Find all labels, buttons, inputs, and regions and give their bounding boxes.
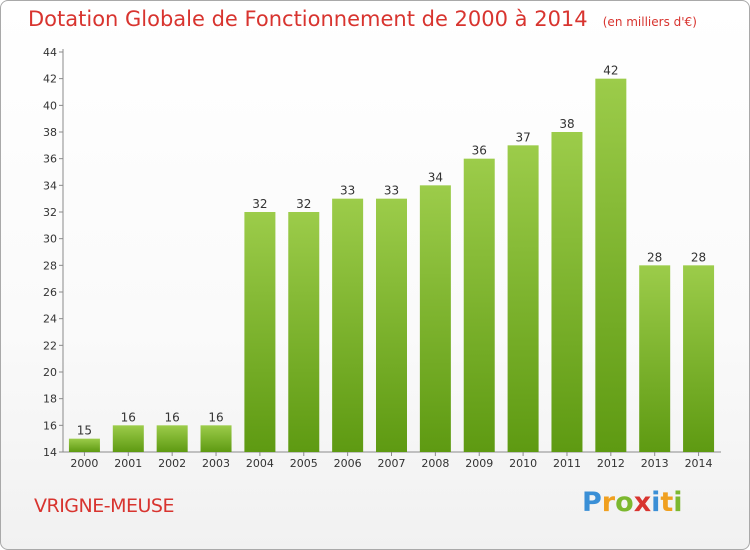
x-tick-label-2014: 2014 <box>685 457 713 470</box>
chart-title: Dotation Globale de Fonctionnement de 20… <box>28 7 588 31</box>
axes: 14 16 18 20 22 24 26 28 30 32 34 36 38 40 42 44 2000 2001… <box>43 46 721 470</box>
y-tick-label: 22 <box>43 339 57 352</box>
data-label-2014: 28 <box>691 250 706 264</box>
data-label-2002: 16 <box>165 410 180 424</box>
x-tick-label-2000: 2000 <box>70 457 98 470</box>
proxiti-logo[interactable]: Proxiti <box>582 487 683 518</box>
x-tick-label-2003: 2003 <box>202 457 230 470</box>
x-tick-label-2008: 2008 <box>421 457 449 470</box>
data-label-2007: 33 <box>384 184 399 198</box>
data-label-2010: 37 <box>515 130 530 144</box>
logo-letter: i <box>673 487 683 518</box>
logo-letter: P <box>582 487 602 518</box>
logo-letter: r <box>601 487 616 518</box>
data-label-2012: 42 <box>603 64 618 78</box>
x-tick-label-2010: 2010 <box>509 457 537 470</box>
bar-2002 <box>156 425 188 452</box>
bar-2004 <box>244 212 276 452</box>
data-label-2011: 38 <box>559 117 574 131</box>
x-tick-label-2007: 2007 <box>378 457 406 470</box>
y-tick-label: 16 <box>43 419 57 432</box>
x-tick-label-2002: 2002 <box>158 457 186 470</box>
x-tick-label-2012: 2012 <box>597 457 625 470</box>
logo-letter: t <box>660 487 674 518</box>
y-tick-label: 36 <box>43 153 57 166</box>
y-tick-label: 30 <box>43 233 57 246</box>
bar-2000 <box>68 438 100 452</box>
logo-letter: i <box>651 487 661 518</box>
y-tick-label: 34 <box>43 179 57 192</box>
data-label-2003: 16 <box>208 410 223 424</box>
y-tick-label: 24 <box>43 313 57 326</box>
data-label-2005: 32 <box>296 197 311 211</box>
x-tick-label-2001: 2001 <box>114 457 142 470</box>
bar-2009 <box>463 158 495 452</box>
x-tick-label-2009: 2009 <box>465 457 493 470</box>
data-label-2009: 36 <box>472 144 487 158</box>
bar-2008 <box>419 185 451 453</box>
bar-2005 <box>288 212 320 452</box>
y-tick-label: 14 <box>43 446 57 459</box>
y-tick-label: 42 <box>43 73 57 86</box>
data-label-2013: 28 <box>647 250 662 264</box>
bar-2006 <box>332 198 364 452</box>
chart-unit: (en milliers d'€) <box>602 15 697 29</box>
data-label-2001: 16 <box>121 410 136 424</box>
data-label-2006: 33 <box>340 184 355 198</box>
y-tick-label: 20 <box>43 366 57 379</box>
bar-2007 <box>376 198 407 452</box>
x-tick-label-2004: 2004 <box>246 457 274 470</box>
data-label-2008: 34 <box>428 170 443 184</box>
x-tick-label-2011: 2011 <box>553 457 581 470</box>
bar-2001 <box>112 425 144 452</box>
x-tick-label-2006: 2006 <box>334 457 362 470</box>
y-tick-label: 18 <box>43 393 57 406</box>
y-tick-label: 38 <box>43 126 57 139</box>
y-tick-label: 32 <box>43 206 57 219</box>
commune-name: VRIGNE-MEUSE <box>34 495 174 517</box>
bar-2012 <box>595 78 627 453</box>
bar-2003 <box>200 425 232 452</box>
x-tick-label-2005: 2005 <box>290 457 318 470</box>
y-tick-label: 26 <box>43 286 57 299</box>
logo-letter: o <box>615 487 634 518</box>
bar-2011 <box>551 132 583 452</box>
data-label-2004: 32 <box>252 197 267 211</box>
bar-2013 <box>639 265 671 452</box>
y-tick-label: 28 <box>43 259 57 272</box>
title-row: Dotation Globale de Fonctionnement de 20… <box>28 7 697 31</box>
labels: 15 16 16 16 32 32 33 33 34 36 37 38 42 28 28 <box>77 64 706 438</box>
x-tick-label-2013: 2013 <box>641 457 669 470</box>
y-tick-label: 44 <box>43 46 57 59</box>
logo-letter: x <box>633 487 652 518</box>
y-tick-label: 40 <box>43 99 57 112</box>
bars <box>68 78 715 453</box>
bar-2014 <box>683 265 715 452</box>
bar-2010 <box>507 145 539 453</box>
data-label-2000: 15 <box>77 424 92 438</box>
